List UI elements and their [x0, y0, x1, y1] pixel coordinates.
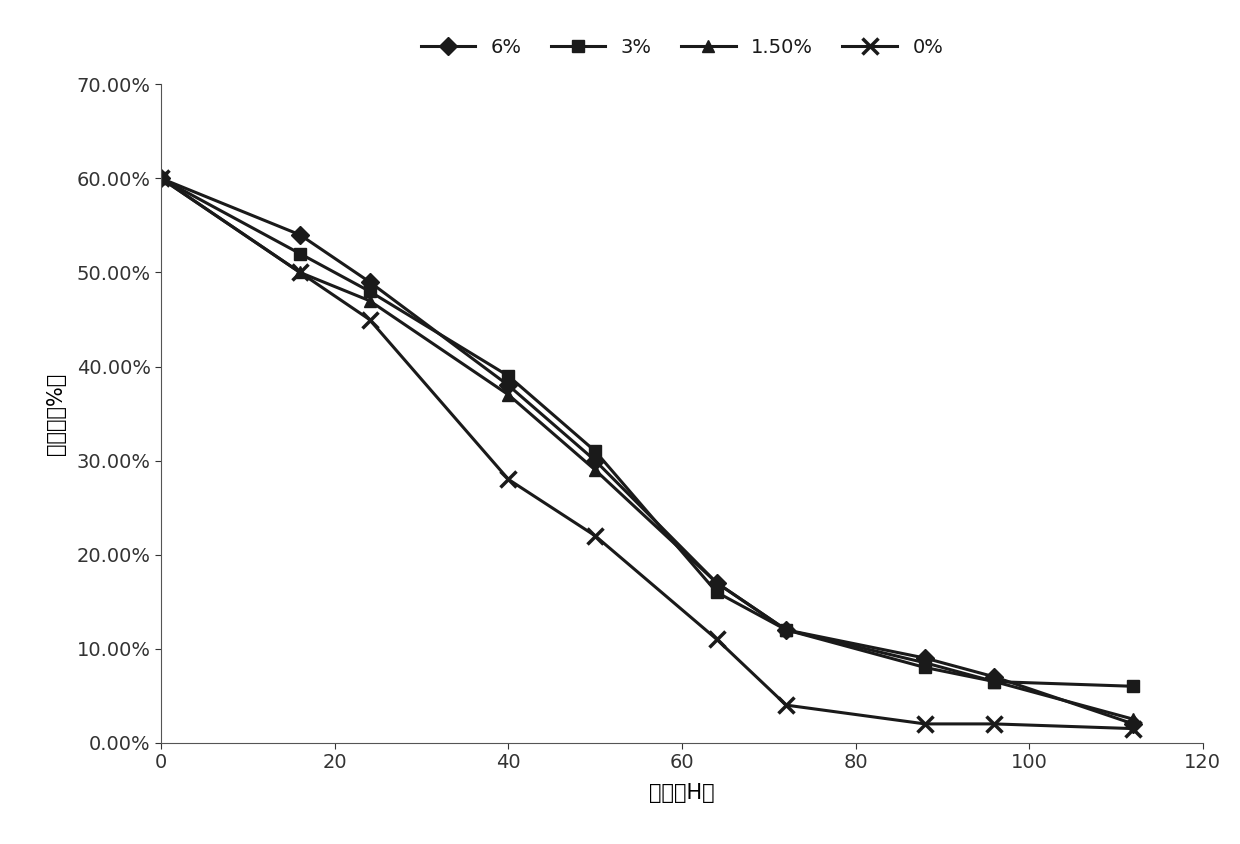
6% [779, 625, 794, 635]
0% [154, 173, 169, 183]
Legend: 6%, 3%, 1.50%, 0%: 6%, 3%, 1.50%, 0% [412, 29, 952, 67]
1.50% [1126, 714, 1141, 724]
6% [362, 277, 377, 287]
3% [709, 587, 724, 598]
1.50% [588, 465, 603, 475]
3% [779, 625, 794, 635]
0% [293, 268, 308, 278]
6% [987, 672, 1002, 682]
Line: 1.50%: 1.50% [155, 172, 1140, 726]
6% [501, 381, 516, 391]
6% [588, 456, 603, 466]
0% [1126, 723, 1141, 733]
3% [588, 446, 603, 457]
1.50% [709, 578, 724, 588]
Line: 3%: 3% [155, 172, 1140, 693]
6% [709, 578, 724, 588]
6% [1126, 719, 1141, 729]
0% [709, 634, 724, 644]
6% [293, 230, 308, 240]
3% [362, 286, 377, 296]
6% [154, 173, 169, 183]
0% [918, 719, 932, 729]
6% [918, 653, 932, 663]
Line: 0%: 0% [153, 170, 1142, 737]
0% [362, 315, 377, 325]
3% [154, 173, 169, 183]
3% [293, 249, 308, 259]
0% [779, 700, 794, 710]
X-axis label: 时间（H）: 时间（H） [650, 783, 714, 803]
1.50% [779, 625, 794, 635]
0% [501, 474, 516, 484]
1.50% [293, 268, 308, 278]
3% [501, 371, 516, 381]
0% [588, 531, 603, 541]
1.50% [918, 657, 932, 668]
Line: 6%: 6% [155, 172, 1140, 730]
0% [987, 719, 1002, 729]
1.50% [154, 173, 169, 183]
1.50% [501, 390, 516, 400]
3% [987, 677, 1002, 687]
3% [1126, 681, 1141, 691]
1.50% [362, 295, 377, 306]
1.50% [987, 677, 1002, 687]
Y-axis label: 含水量（%）: 含水量（%） [46, 372, 66, 455]
3% [918, 663, 932, 673]
